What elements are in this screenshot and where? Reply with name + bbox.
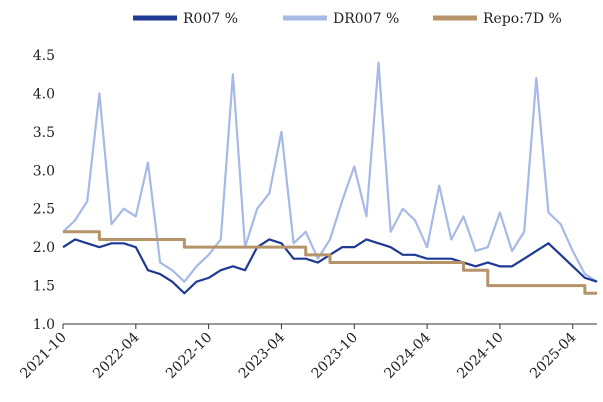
y-tick-label: 3.0 — [33, 163, 55, 179]
x-tick-label: 2021-10 — [17, 330, 69, 382]
x-tick-label: 2023-04 — [236, 329, 289, 382]
legend-label-r007: R007 % — [183, 11, 238, 27]
legend: R007 % DR007 % Repo:7D % — [133, 11, 562, 27]
y-tick-label: 1.5 — [33, 279, 55, 295]
x-tick-label: 2025-04 — [527, 329, 580, 382]
y-tick-label: 3.5 — [33, 125, 55, 141]
series-line-repo-7d — [63, 230, 597, 295]
x-tick-label: 2024-04 — [381, 329, 434, 382]
legend-label-repo-7d: Repo:7D % — [483, 11, 562, 27]
x-tick-label: 2022-10 — [163, 330, 215, 382]
x-tick-label: 2024-10 — [454, 330, 506, 382]
x-tick-label: 2023-10 — [309, 330, 361, 382]
y-tick-label: 4.5 — [33, 48, 55, 64]
y-tick-label: 2.0 — [33, 240, 55, 256]
y-tick-label: 2.5 — [33, 202, 55, 218]
x-tick-label: 2022-04 — [90, 329, 143, 382]
series-layer — [62, 61, 598, 295]
y-axis: 1.0 1.5 2.0 2.5 3.0 3.5 4.0 4.5 — [33, 48, 55, 333]
y-tick-label: 4.0 — [33, 86, 55, 102]
series-line-dr007 — [62, 61, 598, 283]
legend-label-dr007: DR007 % — [333, 11, 399, 27]
x-axis: 2021-10 2022-04 2022-10 2023-04 2023-10 2024-… — [17, 323, 597, 382]
y-tick-label: 1.0 — [33, 317, 55, 333]
